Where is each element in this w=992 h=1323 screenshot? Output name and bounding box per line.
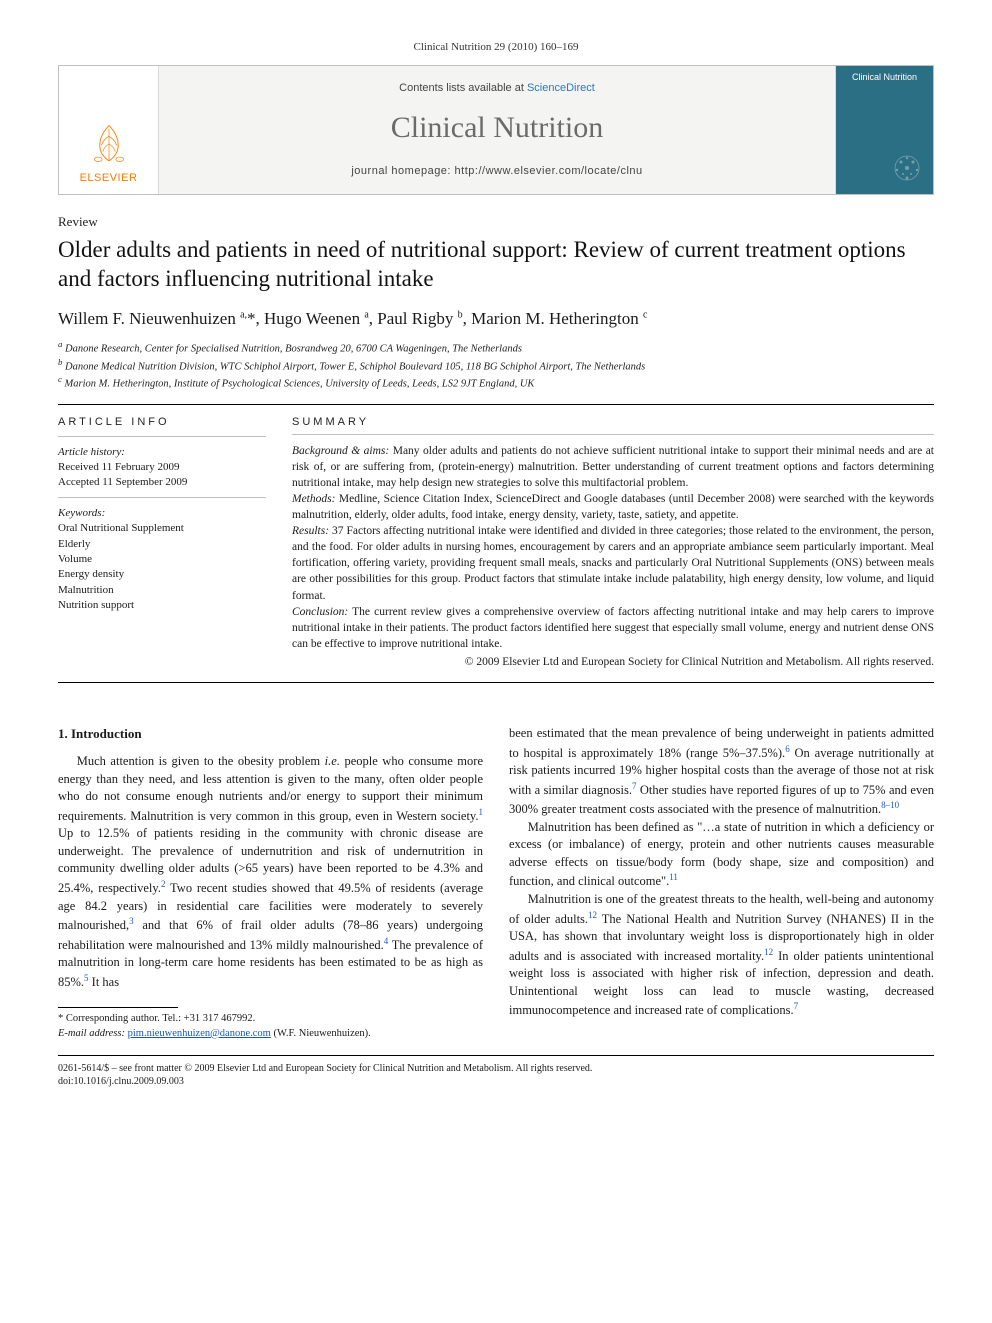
sciencedirect-link[interactable]: ScienceDirect [527,82,595,94]
affiliation-b-text: Danone Medical Nutrition Division, WTC S… [65,361,645,372]
footnote-rule [58,1007,178,1008]
corresponding-email-line: E-mail address: pim.nieuwenhuizen@danone… [58,1027,483,1041]
intro-para-1: Much attention is given to the obesity p… [58,753,483,991]
keyword: Oral Nutritional Supplement [58,521,266,536]
contents-available-prefix: Contents lists available at [399,82,527,94]
affiliations: a Danone Research, Center for Specialise… [58,339,934,392]
journal-name: Clinical Nutrition [391,108,603,149]
cite-ref[interactable]: 8–10 [881,800,899,810]
running-head: Clinical Nutrition 29 (2010) 160–169 [58,40,934,55]
summary-methods: Methods: Medline, Science Citation Index… [292,491,934,523]
summary-results-label: Results: [292,525,329,537]
journal-homepage-line: journal homepage: http://www.elsevier.co… [351,164,642,179]
rule [292,434,934,435]
summary-block: SUMMARY Background & aims: Many older ad… [292,415,934,670]
contents-available-line: Contents lists available at ScienceDirec… [399,81,595,96]
homepage-prefix: journal homepage: [351,165,454,177]
keyword: Elderly [58,537,266,552]
affiliation-c: c Marion M. Hetherington, Institute of P… [58,374,934,392]
history-label: Article history: [58,445,266,460]
journal-masthead: ELSEVIER Contents lists available at Sci… [58,65,934,195]
affiliation-a-text: Danone Research, Center for Specialised … [65,343,522,354]
section-heading-intro: 1. Introduction [58,725,483,743]
keywords-label: Keywords: [58,506,266,521]
homepage-url[interactable]: http://www.elsevier.com/locate/clnu [455,165,643,177]
summary-results-text: 37 Factors affecting nutritional intake … [292,525,934,601]
summary-results: Results: 37 Factors affecting nutritiona… [292,523,934,603]
body-columns: 1. Introduction Much attention is given … [58,725,934,1041]
email-link[interactable]: pim.nieuwenhuizen@danone.com [128,1028,271,1039]
rule [58,497,266,498]
summary-conclusion-text: The current review gives a comprehensive… [292,606,934,650]
cite-ref[interactable]: 12 [588,910,597,920]
keywords-list: Oral Nutritional SupplementElderlyVolume… [58,521,266,613]
cover-art-icon [867,128,927,188]
article-type: Review [58,213,934,231]
intro-para-4: Malnutrition is one of the greatest thre… [509,891,934,1020]
rule [58,1055,934,1056]
summary-copyright: © 2009 Elsevier Ltd and European Society… [292,654,934,670]
cover-title: Clinical Nutrition [852,72,917,83]
summary-background-label: Background & aims: [292,445,389,457]
keyword: Nutrition support [58,598,266,613]
intro-ie: i.e. [325,754,340,768]
journal-cover-thumb: Clinical Nutrition [835,66,933,194]
cite-ref[interactable]: 11 [669,872,678,882]
footer-copyright: 0261-5614/$ – see front matter © 2009 El… [58,1062,934,1076]
intro-text: Malnutrition has been defined as "…a sta… [509,820,934,889]
rule [58,682,934,683]
keyword: Energy density [58,567,266,582]
affiliation-b: b Danone Medical Nutrition Division, WTC… [58,357,934,375]
intro-para-3: Malnutrition has been defined as "…a sta… [509,819,934,891]
publisher-name: ELSEVIER [80,171,138,186]
article-title: Older adults and patients in need of nut… [58,236,934,294]
body-col-left: 1. Introduction Much attention is given … [58,725,483,1041]
history-accepted: Accepted 11 September 2009 [58,475,266,490]
footer-doi: doi:10.1016/j.clnu.2009.09.003 [58,1075,934,1089]
rule [58,404,934,405]
intro-para-2: been estimated that the mean prevalence … [509,725,934,819]
article-info-block: ARTICLE INFO Article history: Received 1… [58,415,266,670]
summary-methods-text: Medline, Science Citation Index, Science… [292,493,934,521]
intro-text: It has [89,975,120,989]
elsevier-tree-icon [86,121,132,167]
summary-background: Background & aims: Many older adults and… [292,443,934,491]
keyword: Volume [58,552,266,567]
body-col-right: been estimated that the mean prevalence … [509,725,934,1041]
publisher-logo: ELSEVIER [59,66,159,194]
corresponding-author: * Corresponding author. Tel.: +31 317 46… [58,1012,483,1026]
page-footer: 0261-5614/$ – see front matter © 2009 El… [58,1055,934,1089]
summary-background-text: Many older adults and patients do not ac… [292,445,934,489]
summary-heading: SUMMARY [292,415,934,430]
cite-ref[interactable]: 1 [479,807,484,817]
summary-conclusion: Conclusion: The current review gives a c… [292,604,934,652]
affiliation-c-text: Marion M. Hetherington, Institute of Psy… [65,379,535,390]
cite-ref[interactable]: 7 [794,1001,799,1011]
summary-methods-label: Methods: [292,493,335,505]
keyword: Malnutrition [58,583,266,598]
summary-conclusion-label: Conclusion: [292,606,348,618]
email-tail: (W.F. Nieuwenhuizen). [273,1028,370,1039]
article-info-heading: ARTICLE INFO [58,415,266,430]
footnotes: * Corresponding author. Tel.: +31 317 46… [58,1012,483,1040]
history-received: Received 11 February 2009 [58,460,266,475]
author-list: Willem F. Nieuwenhuizen a,*, Hugo Weenen… [58,308,934,331]
cite-ref[interactable]: 12 [764,947,773,957]
email-label: E-mail address: [58,1028,125,1039]
intro-text: Much attention is given to the obesity p… [77,754,325,768]
rule [58,436,266,437]
affiliation-a: a Danone Research, Center for Specialise… [58,339,934,357]
